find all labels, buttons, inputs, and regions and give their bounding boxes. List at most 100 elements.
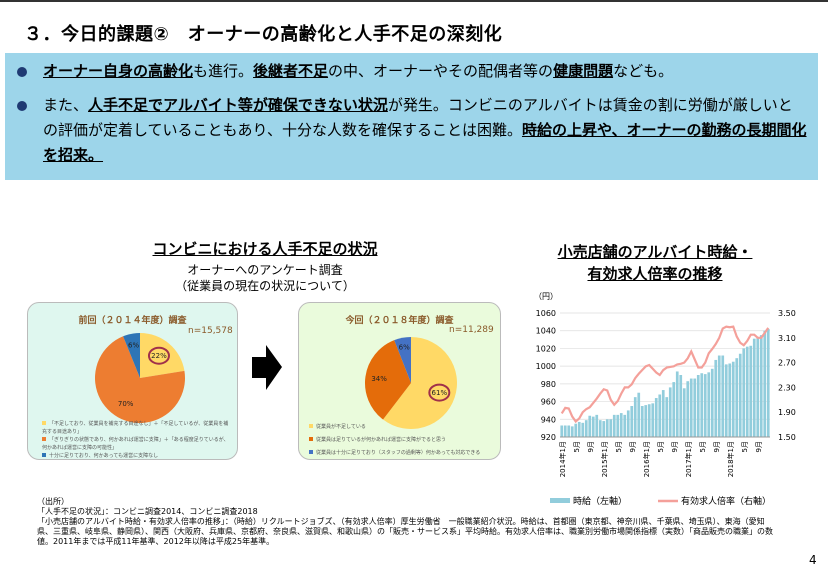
wage-bar — [763, 330, 767, 437]
y-tick-label: 940 — [541, 415, 556, 424]
title-line: 小売店舗のアルバイト時給・ — [557, 243, 753, 261]
wage-bar — [577, 421, 581, 437]
legend-label: 従業員は足りているが何かあれば運営に支障がでると思う — [316, 437, 447, 443]
summary-box: オーナー自身の高齢化も進行。後継者不足の中、オーナーやその配偶者等の健康問題など… — [5, 53, 818, 180]
wage-bar — [700, 373, 704, 437]
pie-slice — [140, 333, 185, 378]
wage-bar — [609, 419, 613, 437]
emphasis-text: 人手不足でアルバイト等が確保できない状況 — [88, 96, 388, 114]
wage-bar — [745, 346, 749, 437]
wage-bar — [665, 397, 669, 437]
title-line: 有効求人倍率の推移 — [587, 265, 723, 283]
wage-bar — [675, 371, 679, 437]
y2-tick-label: 2.30 — [778, 383, 796, 392]
y2-tick-label: 1.90 — [778, 408, 796, 417]
page-title: ３．今日的課題② オーナーの高齢化と人手不足の深刻化 — [24, 24, 503, 45]
wage-bar — [756, 336, 760, 437]
legend-item: 従業員は足りているが何かあれば運営に支障がでると思う — [309, 434, 499, 447]
wage-bar — [735, 358, 739, 437]
wage-bar — [679, 375, 683, 437]
emphasis-text: 後継者不足 — [253, 62, 329, 80]
body-text: また、 — [43, 96, 89, 114]
pie-slice — [123, 333, 140, 378]
source-head: （出所） — [37, 497, 69, 506]
pie-slice — [383, 337, 457, 429]
wage-ratio-chart: （円） 920 940 960 980 1000 1020 1040 1060 1.50 1.90 2… — [534, 292, 796, 507]
x-tick-label: 9月 — [629, 441, 637, 452]
legend-label: 従業員が不足している — [316, 424, 366, 430]
x-tick-label: 5月 — [573, 441, 581, 452]
pie-2018-panel: 今回（２０１８年度）調査 n=11,289 61% 34% 6% 従業員が不足してい… — [298, 302, 501, 460]
y-tick-label: 1040 — [536, 327, 556, 336]
pie-2014-title: 前回（２０１４年度）調査 — [78, 316, 187, 326]
x-tick-label: 5月 — [657, 441, 665, 452]
wage-bar — [661, 390, 665, 437]
highlight-circle — [147, 346, 170, 365]
wage-bar — [644, 405, 648, 437]
wage-bar — [640, 406, 644, 437]
pie-2014-panel: 前回（２０１４年度）調査 n=15,578 22% 70% 6% 「不足しており、従… — [27, 302, 238, 460]
wage-bar — [581, 422, 585, 437]
wage-bar — [759, 335, 763, 437]
wage-bar — [563, 425, 567, 437]
y2-tick-label: 3.50 — [778, 309, 796, 318]
y2-tick-label: 1.50 — [778, 433, 796, 442]
wage-bar — [637, 392, 641, 437]
bullet-text: オーナー自身の高齢化も進行。後継者不足の中、オーナーやその配偶者等の健康問題など… — [43, 59, 807, 84]
wage-bar — [591, 416, 595, 437]
wage-bar — [633, 397, 637, 437]
wage-bar — [749, 345, 753, 437]
pie-2014-chart: 22% 70% 6% — [95, 333, 185, 423]
x-tick-label: 5月 — [699, 441, 707, 452]
wage-bar — [724, 364, 728, 437]
source-line: 「小売店舗のアルバイト時給・有効求人倍率の推移」：（時給）リクルートジョブズ、（… — [37, 517, 773, 546]
wage-bar — [714, 359, 718, 437]
body-text: なども。 — [613, 62, 674, 80]
legend-label: 従業員は十分に足りており（スタッフの過剰等）何かあっても対応できる — [316, 450, 481, 456]
body-text: の中、オーナーやその配偶者等の — [328, 62, 554, 80]
wage-bar — [598, 420, 602, 437]
wage-bar — [731, 361, 735, 437]
y2-tick-label: 3.10 — [778, 334, 796, 343]
x-tick-label: 9月 — [713, 441, 721, 452]
wage-bar — [574, 423, 578, 437]
legend-label: 「ぎりぎりの状態であり、何かあれば運営に支障」＋「ある程度足りているが、何かあれ… — [42, 437, 229, 451]
slice-label: 6% — [399, 343, 410, 351]
right-chart-title: 小売店舗のアルバイト時給・ 有効求人倍率の推移 — [530, 241, 780, 285]
y-tick-label: 1060 — [536, 309, 556, 318]
emphasis-text: 健康問題 — [553, 62, 614, 80]
wage-bar — [710, 368, 714, 437]
x-tick-label: 2014年1月 — [558, 441, 567, 477]
pie-slice — [365, 340, 411, 420]
body-text: も進行。 — [193, 62, 254, 80]
bullet-dot-icon — [17, 67, 27, 77]
source-line: 「人手不足の状況」：コンビニ調査2014、コンビニ調査2018 — [37, 507, 258, 516]
legend-bar-swatch — [550, 498, 570, 503]
bullet-1: オーナー自身の高齢化も進行。後継者不足の中、オーナーやその配偶者等の健康問題など… — [17, 59, 807, 84]
wage-bar — [654, 398, 658, 437]
wage-bar — [647, 404, 651, 437]
wage-bar — [696, 375, 700, 437]
wage-bar — [766, 328, 770, 437]
wage-bar — [668, 387, 672, 437]
wage-bar — [707, 372, 711, 437]
y-axis-unit: （円） — [534, 292, 558, 301]
wage-bar — [588, 415, 592, 437]
wage-bar — [721, 355, 725, 437]
wage-bar — [560, 425, 564, 437]
legend-label: 時給（左軸） — [573, 495, 627, 507]
wage-bar — [686, 381, 690, 437]
arrow-right-icon — [252, 345, 282, 390]
legend-item: 「ぎりぎりの状態であり、何かあれば運営に支障」＋「ある程度足りているが、何かあれ… — [42, 436, 232, 452]
y-tick-label: 960 — [541, 398, 556, 407]
pie-2018-chart: 61% 34% 6% — [365, 337, 457, 429]
wage-bar — [567, 425, 571, 437]
legend-label: 「不足しており、従業員を補充する目途なし」＋「不足しているが、従業員を補充する目… — [42, 421, 229, 435]
pie-2018-n: n=11,289 — [449, 325, 494, 335]
slice-label: 34% — [371, 375, 387, 383]
pie-2018-legend: 従業員が不足している 従業員は足りているが何かあれば運営に支障がでると思う 従業… — [309, 421, 499, 460]
wage-bar — [630, 406, 634, 437]
legend-item: 「不足しており、従業員を補充する目途なし」＋「不足しているが、従業員を補充する目… — [42, 420, 232, 436]
wage-bar — [689, 378, 693, 437]
slice-label: 22% — [151, 352, 167, 360]
